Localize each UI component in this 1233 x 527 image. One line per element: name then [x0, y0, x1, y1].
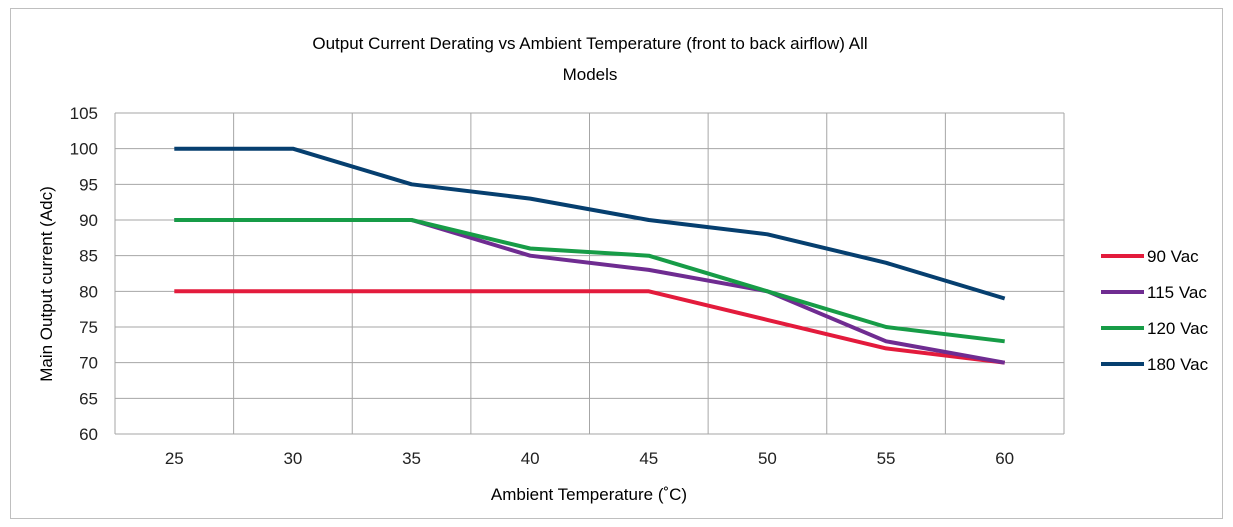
- legend-label: 120 Vac: [1147, 319, 1209, 338]
- x-tick-label: 50: [758, 449, 777, 468]
- x-tick-label: 25: [165, 449, 184, 468]
- y-tick-label: 100: [70, 140, 98, 159]
- y-tick-label: 60: [79, 425, 98, 444]
- series-line: [174, 289, 1005, 365]
- y-tick-label: 80: [79, 282, 98, 301]
- legend: 90 Vac 115 Vac 120 Vac 180 Vac: [1101, 247, 1209, 374]
- x-axis-title: Ambient Temperature (˚C): [491, 485, 687, 504]
- x-tick-label: 55: [877, 449, 896, 468]
- y-tick-label: 105: [70, 104, 98, 123]
- legend-label: 180 Vac: [1147, 355, 1209, 374]
- series-line: [174, 218, 1005, 344]
- y-tick-label: 75: [79, 318, 98, 337]
- x-tick-label: 30: [283, 449, 302, 468]
- chart-title-line2: Models: [563, 65, 618, 84]
- legend-label: 115 Vac: [1147, 283, 1207, 302]
- y-tick-label: 70: [79, 354, 98, 373]
- y-tick-label: 90: [79, 211, 98, 230]
- y-tick-label: 65: [79, 389, 98, 408]
- series-lines: [174, 146, 1006, 365]
- legend-label: 90 Vac: [1147, 247, 1199, 266]
- y-tick-label: 85: [79, 247, 98, 266]
- chart-title-line1: Output Current Derating vs Ambient Tempe…: [312, 34, 867, 53]
- x-tick-label: 35: [402, 449, 421, 468]
- x-tick-label: 60: [995, 449, 1014, 468]
- x-tick-label: 45: [639, 449, 658, 468]
- series-line: [174, 146, 1006, 301]
- x-tick-label: 40: [521, 449, 540, 468]
- tick-labels: 60 65 70 75 80 85 90 95 100 105 25 30 35 40 45 50 55 60: [70, 104, 1015, 468]
- y-axis-title: Main Output current (Adc): [37, 186, 56, 382]
- y-tick-label: 95: [79, 175, 98, 194]
